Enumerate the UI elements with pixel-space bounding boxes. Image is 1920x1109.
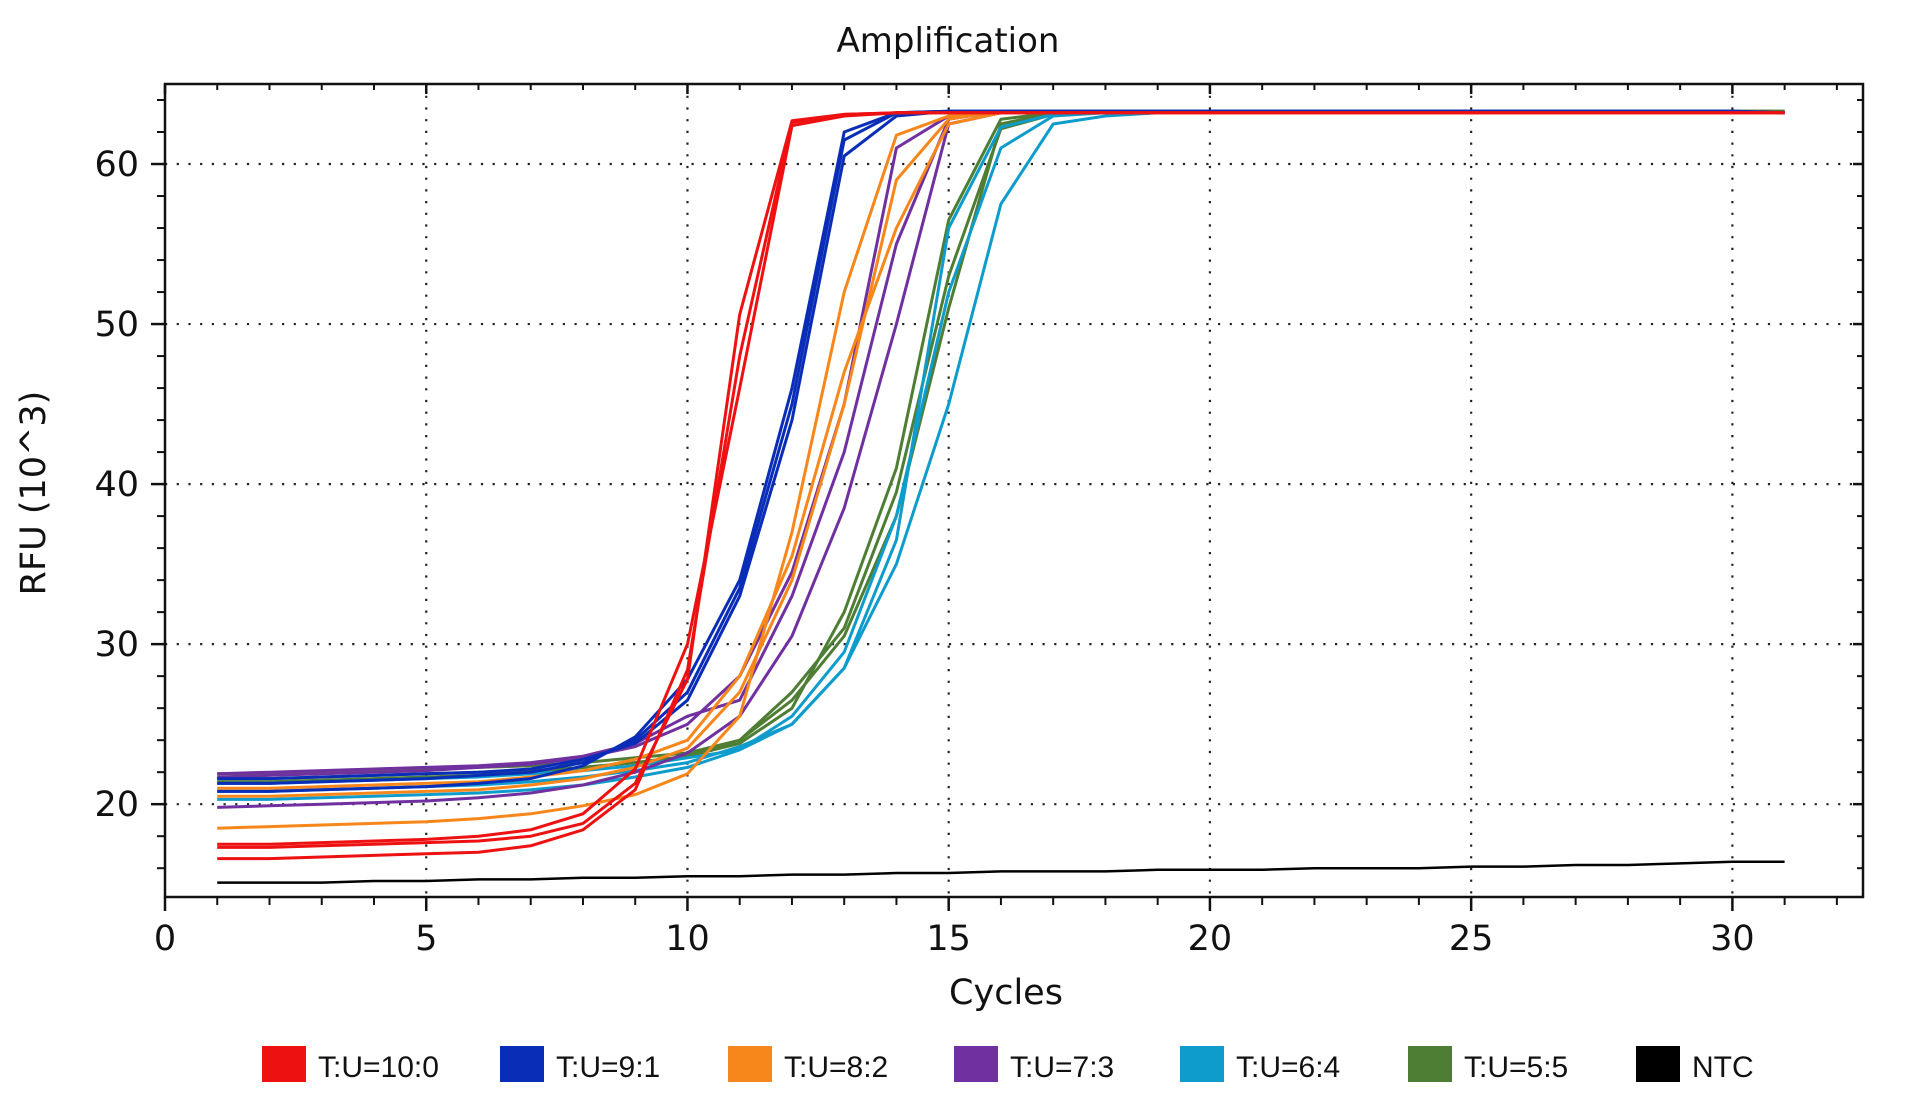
- y-tick-label: 60: [94, 145, 139, 185]
- series-line-t-u-10-0: [217, 111, 1785, 846]
- series-line-t-u-5-5: [217, 109, 1785, 784]
- series-line-t-u-8-2: [217, 109, 1785, 830]
- legend-swatch: [1408, 1046, 1452, 1082]
- x-axis-title: Cycles: [949, 973, 1063, 1013]
- x-tick-label: 30: [1710, 919, 1755, 959]
- legend-item: T:U=10:0: [262, 1046, 439, 1084]
- legend-swatch: [262, 1046, 306, 1082]
- plot-frame: [163, 82, 1865, 899]
- legend-item: T:U=7:3: [954, 1046, 1114, 1084]
- series-line-t-u-6-4: [217, 109, 1785, 785]
- x-tick-label: 5: [415, 919, 437, 959]
- grid-layer: [165, 84, 1863, 897]
- x-tick-label: 15: [926, 919, 971, 959]
- y-tick-label: 50: [94, 305, 139, 345]
- legend-label: NTC: [1692, 1051, 1754, 1084]
- series-line-t-u-7-3: [217, 109, 1785, 809]
- legend-swatch: [500, 1046, 544, 1082]
- legend-swatch: [1636, 1046, 1680, 1082]
- legend: T:U=10:0 T:U=9:1 T:U=8:2 T:U=7:3 T:U=6:4 T:U=…: [262, 1046, 1754, 1084]
- x-tick-label: 0: [154, 919, 176, 959]
- legend-label: T:U=7:3: [1010, 1051, 1114, 1084]
- series-line-t-u-5-5: [217, 109, 1785, 781]
- legend-item: NTC: [1636, 1046, 1754, 1084]
- legend-swatch: [954, 1046, 998, 1082]
- series-line-t-u-9-1: [217, 109, 1785, 793]
- legend-label: T:U=6:4: [1236, 1051, 1340, 1084]
- legend-label: T:U=5:5: [1464, 1051, 1568, 1084]
- legend-item: T:U=9:1: [500, 1046, 660, 1084]
- series-line-t-u-10-0: [217, 111, 1785, 849]
- y-tick-label: 40: [94, 465, 139, 505]
- y-axis-title: RFU (10^3): [14, 391, 54, 596]
- series-line-t-u-8-2: [217, 109, 1785, 790]
- series-line-t-u-5-5: [217, 109, 1785, 776]
- legend-item: T:U=8:2: [728, 1046, 888, 1084]
- legend-label: T:U=8:2: [784, 1051, 888, 1084]
- series-line-t-u-9-1: [217, 109, 1785, 785]
- x-tick-label: 20: [1188, 919, 1233, 959]
- series-line-t-u-7-3: [217, 109, 1785, 779]
- series-line-t-u-8-2: [217, 109, 1785, 798]
- series-line-ntc: [217, 860, 1785, 884]
- series-line-t-u-7-3: [217, 109, 1785, 776]
- y-tick-label: 30: [94, 625, 139, 665]
- legend-swatch: [1180, 1046, 1224, 1082]
- x-tick-label: 10: [665, 919, 710, 959]
- tick-layer: 0 5 10 15 20 25 30 20 30 40 50 60: [94, 84, 1863, 959]
- series-line-t-u-10-0: [217, 111, 1785, 861]
- series-line-t-u-9-1: [217, 109, 1785, 781]
- x-tick-label: 25: [1449, 919, 1494, 959]
- legend-label: T:U=9:1: [556, 1051, 660, 1084]
- legend-swatch: [728, 1046, 772, 1082]
- series-line-t-u-6-4: [217, 109, 1785, 793]
- series-layer: [217, 109, 1785, 884]
- y-tick-label: 20: [94, 785, 139, 825]
- chart-title: Amplification: [837, 21, 1060, 61]
- legend-label: T:U=10:0: [318, 1051, 439, 1084]
- legend-item: T:U=6:4: [1180, 1046, 1340, 1084]
- legend-item: T:U=5:5: [1408, 1046, 1568, 1084]
- series-line-t-u-6-4: [217, 109, 1785, 801]
